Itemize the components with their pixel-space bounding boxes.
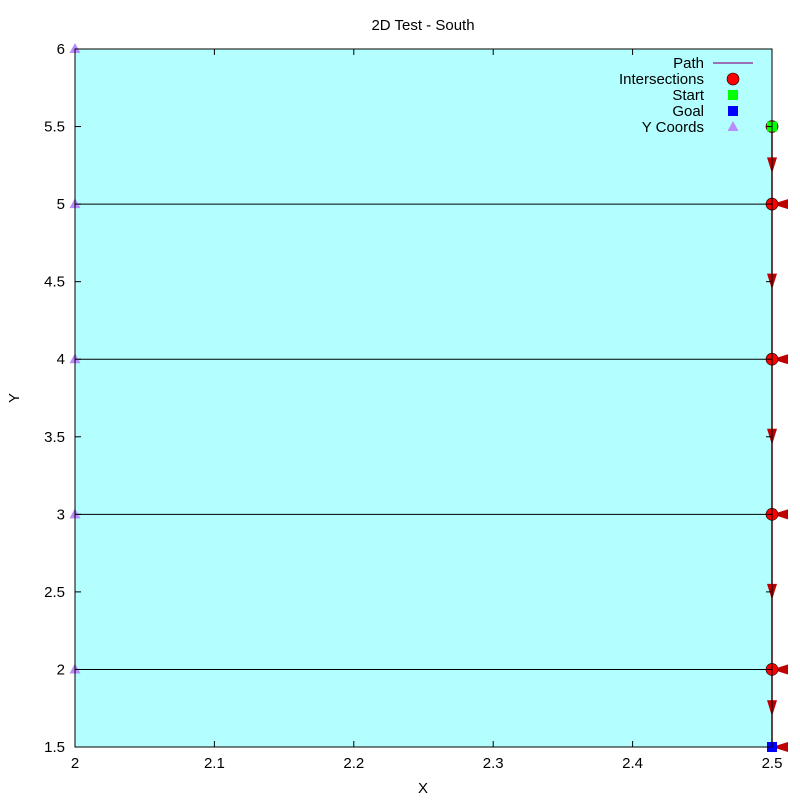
plot-border <box>74 48 773 748</box>
y-coords-point <box>69 43 81 53</box>
chart-title: 2D Test - South <box>371 17 474 34</box>
y-tick-label: 2.5 <box>44 584 65 601</box>
legend-symbol-y-coords <box>727 121 739 131</box>
x-tick-label: 2.5 <box>762 755 783 772</box>
x-tick-label: 2.1 <box>204 755 225 772</box>
y-tick-label: 4 <box>57 351 65 368</box>
x-axis-label: X <box>418 780 428 797</box>
y-tick-label: 6 <box>57 41 65 58</box>
horizontal-lines <box>75 203 772 670</box>
y-tick-label: 1.5 <box>44 739 65 756</box>
legend-label-path: Path <box>673 55 704 72</box>
legend-label-start: Start <box>672 87 705 104</box>
y-tick-label: 5 <box>57 196 65 213</box>
plot-area <box>75 49 772 747</box>
legend-symbol-start <box>728 90 738 100</box>
y-tick-label: 5.5 <box>44 119 65 136</box>
legend-label-goal: Goal <box>672 103 704 120</box>
y-tick-label: 3.5 <box>44 429 65 446</box>
legend-symbol-intersections <box>726 72 740 86</box>
y-tick-label: 3 <box>57 506 65 523</box>
y-tick-label: 4.5 <box>44 274 65 291</box>
x-tick-label: 2.3 <box>483 755 504 772</box>
legend-label-y-coords: Y Coords <box>642 119 704 136</box>
x-tick-label: 2 <box>71 755 79 772</box>
x-tick-label: 2.2 <box>343 755 364 772</box>
legend-label-intersections: Intersections <box>619 71 704 88</box>
y-tick-label: 2 <box>57 661 65 678</box>
x-tick-label: 2.4 <box>622 755 643 772</box>
y-axis-label: Y <box>6 393 23 403</box>
axis-ticks: 2 2.1 2.2 2.3 2.4 2.5 1.5 2 2.5 3 3.5 4 4.5 5 5.5 6 <box>44 41 782 772</box>
legend-symbol-goal <box>728 106 738 116</box>
